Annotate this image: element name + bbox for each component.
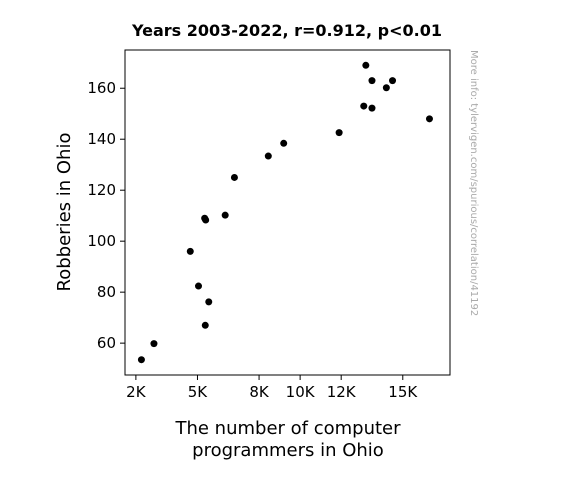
data-point: [280, 139, 288, 147]
plot-area: 2K 5K 8K 10K 12K 15K 60 80 100 120 140 160: [87, 49, 451, 401]
y-tick-label: 60: [97, 334, 116, 352]
data-point: [389, 77, 397, 85]
x-tick-label: 12K: [327, 383, 357, 401]
plot-frame: [124, 49, 451, 376]
data-point: [335, 129, 343, 137]
data-point: [425, 115, 433, 123]
x-tick-label: 5K: [188, 383, 209, 401]
chart-title: Years 2003-2022, r=0.912, p<0.01: [131, 21, 442, 40]
data-point: [264, 152, 272, 160]
data-point: [186, 247, 194, 255]
y-axis-label: Robberies in Ohio: [54, 133, 75, 292]
source-watermark: More info: tylervigen.com/spurious/corre…: [468, 50, 479, 316]
y-axis-ticks: 60 80 100 120 140 160: [87, 79, 125, 352]
x-axis-ticks: 2K 5K 8K 10K 12K 15K: [126, 375, 418, 401]
data-point: [205, 298, 213, 306]
data-points: [137, 61, 433, 364]
y-tick-label: 160: [87, 79, 116, 97]
data-point: [137, 356, 145, 364]
data-point: [368, 104, 376, 112]
y-tick-label: 140: [87, 130, 116, 148]
data-point: [360, 102, 368, 110]
data-point: [201, 321, 209, 329]
data-point: [194, 282, 202, 290]
data-point: [368, 77, 376, 85]
data-point: [382, 84, 390, 92]
data-point: [230, 173, 238, 181]
x-axis-label-line-2: programmers in Ohio: [192, 440, 384, 461]
x-tick-label: 10K: [286, 383, 316, 401]
x-tick-label: 15K: [388, 383, 418, 401]
data-point: [150, 340, 158, 348]
data-point: [362, 61, 370, 69]
x-tick-label: 2K: [126, 383, 147, 401]
y-tick-label: 80: [97, 283, 116, 301]
data-point: [221, 211, 229, 219]
x-tick-label: 8K: [249, 383, 270, 401]
y-tick-label: 100: [87, 232, 116, 250]
data-point: [202, 216, 210, 224]
x-axis-label-line-1: The number of computer: [174, 418, 401, 439]
y-tick-label: 120: [87, 181, 116, 199]
